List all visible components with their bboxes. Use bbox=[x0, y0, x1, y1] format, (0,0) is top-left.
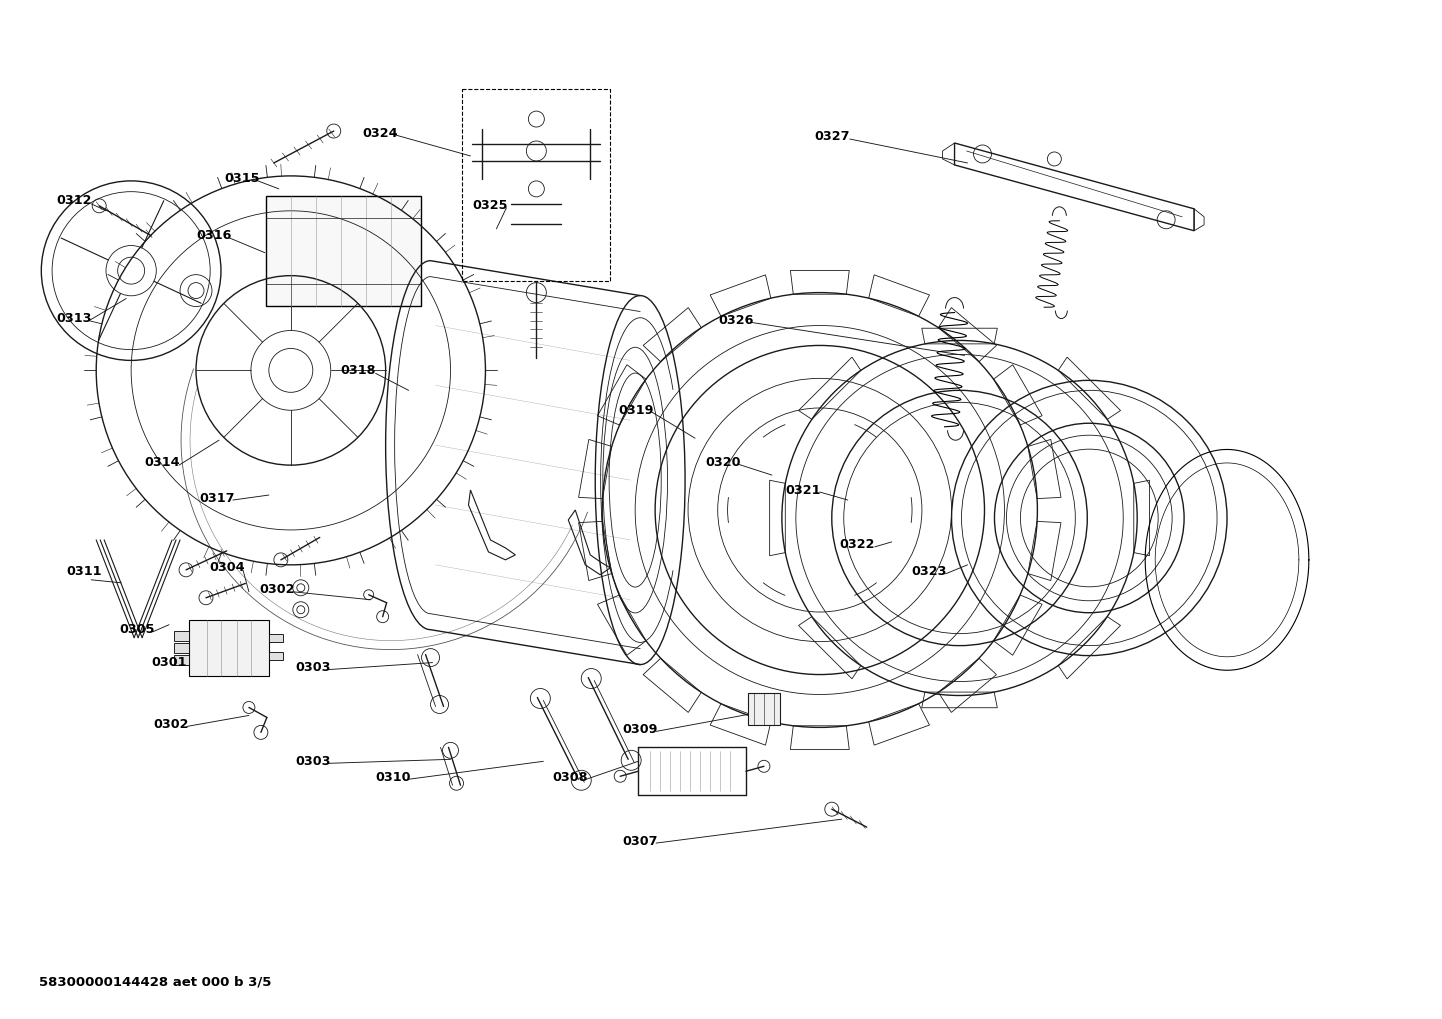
Text: 0325: 0325 bbox=[473, 200, 508, 212]
Text: 0315: 0315 bbox=[224, 172, 260, 185]
Text: 0308: 0308 bbox=[552, 770, 588, 784]
Text: 0324: 0324 bbox=[363, 126, 398, 140]
Bar bbox=[174, 643, 189, 652]
Text: 0303: 0303 bbox=[296, 661, 332, 674]
Text: 0320: 0320 bbox=[705, 455, 741, 469]
Text: 0301: 0301 bbox=[151, 656, 186, 669]
Bar bbox=[265, 196, 421, 306]
Bar bbox=[174, 631, 189, 641]
Text: 0303: 0303 bbox=[296, 755, 332, 767]
Text: 0307: 0307 bbox=[622, 835, 658, 848]
Text: 0309: 0309 bbox=[622, 722, 658, 736]
Text: 0314: 0314 bbox=[144, 455, 180, 469]
Text: 0312: 0312 bbox=[56, 195, 92, 207]
Polygon shape bbox=[748, 694, 780, 726]
Text: 0322: 0322 bbox=[839, 538, 875, 551]
Text: 0319: 0319 bbox=[619, 404, 653, 417]
Text: 0317: 0317 bbox=[199, 491, 235, 504]
Text: 0326: 0326 bbox=[718, 314, 753, 327]
Bar bbox=[189, 620, 268, 676]
Bar bbox=[463, 89, 610, 280]
Text: 0302: 0302 bbox=[153, 718, 189, 731]
Bar bbox=[268, 634, 283, 642]
Bar bbox=[268, 651, 283, 659]
Bar bbox=[174, 654, 189, 664]
Text: 58300000144428 aet 000 b 3/5: 58300000144428 aet 000 b 3/5 bbox=[39, 975, 271, 988]
Text: 0327: 0327 bbox=[815, 129, 851, 143]
Text: 0311: 0311 bbox=[66, 566, 102, 579]
Text: 0323: 0323 bbox=[911, 566, 947, 579]
Text: 0302: 0302 bbox=[260, 583, 294, 596]
Text: 0316: 0316 bbox=[196, 229, 231, 243]
Text: 0318: 0318 bbox=[340, 364, 376, 377]
Text: 0305: 0305 bbox=[120, 624, 154, 636]
Text: 0321: 0321 bbox=[784, 484, 820, 496]
Text: 0310: 0310 bbox=[376, 770, 411, 784]
Text: 0313: 0313 bbox=[56, 312, 92, 325]
Text: 0304: 0304 bbox=[209, 561, 245, 575]
